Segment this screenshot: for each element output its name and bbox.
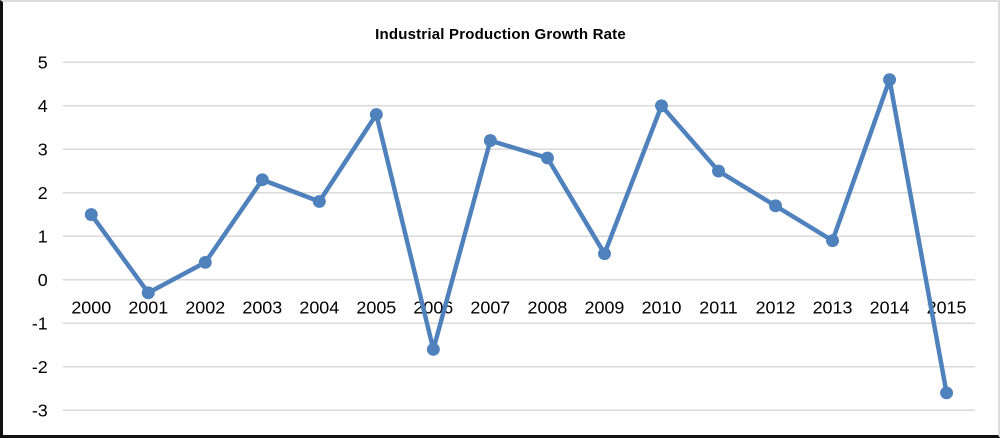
data-point-2013 [826, 234, 839, 248]
data-point-2012 [769, 199, 782, 213]
x-axis-tick-label: 2000 [71, 297, 111, 317]
data-point-2007 [483, 134, 497, 148]
x-axis-tick-label: 2007 [470, 297, 510, 317]
y-axis-tick-label: 1 [38, 227, 48, 247]
x-axis-tick-label: 2001 [128, 297, 168, 317]
data-point-2001 [141, 286, 155, 300]
x-axis-tick-label: 2009 [585, 297, 625, 317]
y-axis-tick-label: -1 [32, 314, 48, 334]
data-point-2008 [540, 151, 554, 165]
x-axis-tick-label: 2005 [356, 297, 396, 317]
x-axis-tick-label: 2010 [642, 297, 682, 317]
x-axis-tick-label: 2003 [242, 297, 282, 317]
data-point-2006 [426, 342, 440, 356]
x-axis-tick-label: 2014 [870, 297, 910, 317]
y-axis-tick-label: 3 [38, 140, 48, 160]
x-axis-tick-label: 2011 [699, 297, 738, 317]
data-point-2014 [883, 73, 897, 87]
y-axis-tick-label: 5 [38, 53, 48, 73]
x-axis-tick-label: 2012 [756, 297, 796, 317]
data-point-2003 [255, 173, 269, 187]
x-axis-tick-label: 2015 [927, 297, 967, 317]
data-point-2015 [940, 386, 954, 400]
line-series [89, 77, 949, 396]
y-axis-tick-label: -2 [32, 357, 48, 377]
data-point-2011 [712, 164, 725, 178]
y-axis-tick-label: 2 [38, 183, 48, 203]
data-point-2010 [655, 99, 668, 113]
data-point-2000 [84, 208, 98, 221]
x-axis-tick-label: 2004 [299, 297, 339, 317]
y-axis-tick-label: 0 [38, 270, 48, 290]
y-axis-tick-label: -3 [32, 401, 48, 421]
x-axis-tick-label: 2013 [813, 297, 853, 317]
data-point-2002 [198, 255, 212, 269]
chart-title: Industrial Production Growth Rate [375, 26, 626, 43]
x-axis-tick-label: 2008 [528, 297, 568, 317]
data-point-2009 [598, 247, 611, 261]
data-point-2004 [312, 195, 326, 208]
x-axis-tick-label: 2002 [185, 297, 225, 317]
y-axis-tick-label: 4 [38, 96, 48, 116]
data-point-2005 [369, 108, 383, 121]
